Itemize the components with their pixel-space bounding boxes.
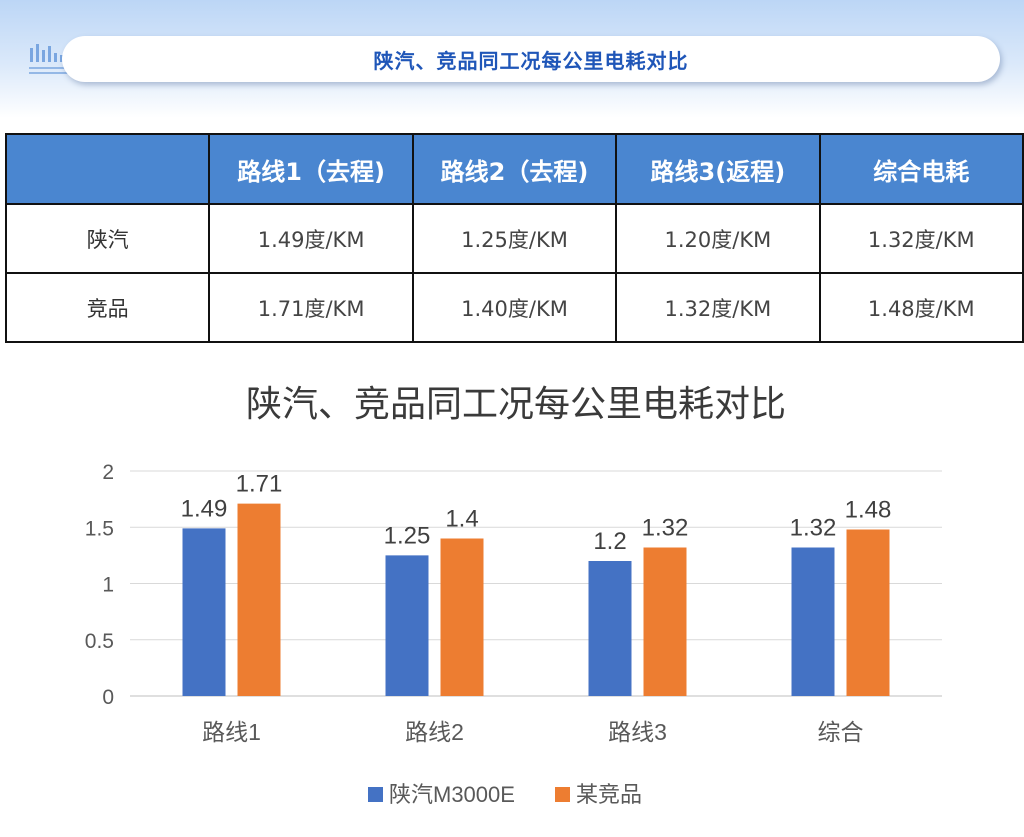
x-tick-label: 路线2 (405, 719, 464, 745)
bar (588, 561, 632, 696)
bar-chart: 陕汽、竞品同工况每公里电耗对比 0 0.5 1 1.5 2 1.49 1.71 路线1 1.25… (85, 384, 942, 807)
chart-area: 陕汽、竞品同工况每公里电耗对比 0 0.5 1 1.5 2 1.49 1.71 路线1 1.25… (0, 350, 1024, 837)
chart-title: 陕汽、竞品同工况每公里电耗对比 (246, 384, 786, 425)
legend-label: 陕汽M3000E (389, 782, 515, 807)
table-row: 竞品 1.71度/KM 1.40度/KM 1.32度/KM 1.48度/KM (4, 272, 1024, 343)
bar (440, 538, 484, 696)
table-row-label: 竞品 (4, 272, 211, 343)
y-tick-label: 0 (102, 686, 114, 709)
data-label: 1.32 (642, 515, 689, 542)
table-cell: 1.32度/KM (615, 272, 821, 343)
y-tick-label: 0.5 (85, 630, 114, 653)
table-header-combined: 综合电耗 (818, 133, 1024, 205)
legend-swatch (555, 787, 570, 802)
data-label: 1.4 (445, 506, 478, 533)
table-header-row: 路线1（去程) 路线2（去程) 路线3(返程) 综合电耗 (4, 133, 1024, 205)
table-cell: 1.40度/KM (411, 272, 618, 343)
bar (182, 528, 226, 696)
data-label: 1.48 (845, 497, 892, 524)
table-cell: 1.48度/KM (818, 272, 1024, 343)
table-header-route3: 路线3(返程) (615, 133, 821, 205)
data-label: 1.32 (790, 515, 837, 542)
table-cell: 1.71度/KM (208, 272, 414, 343)
x-tick-label: 综合 (818, 719, 864, 745)
comparison-table: 路线1（去程) 路线2（去程) 路线3(返程) 综合电耗 陕汽 1.49度/KM… (4, 133, 1024, 343)
data-label: 1.71 (236, 471, 283, 498)
page-title: 陕汽、竞品同工况每公里电耗对比 (373, 48, 689, 73)
table-header-route2: 路线2（去程) (411, 133, 618, 205)
legend-label: 某竞品 (576, 782, 642, 807)
data-label: 1.2 (593, 528, 626, 555)
table-cell: 1.49度/KM (208, 203, 414, 274)
bar (237, 503, 281, 696)
bar (846, 529, 890, 696)
y-tick-label: 1 (102, 574, 114, 597)
table-row: 陕汽 1.49度/KM 1.25度/KM 1.20度/KM 1.32度/KM (4, 203, 1024, 274)
table-header-route1: 路线1（去程) (208, 133, 414, 205)
data-label: 1.49 (181, 495, 228, 522)
table-cell: 1.20度/KM (615, 203, 821, 274)
bar (385, 555, 429, 696)
bar (791, 547, 835, 696)
y-tick-label: 2 (102, 461, 114, 484)
legend-swatch (368, 787, 383, 802)
x-tick-label: 路线3 (608, 719, 667, 745)
table-cell: 1.32度/KM (818, 203, 1024, 274)
y-tick-label: 1.5 (85, 517, 114, 540)
bar (643, 547, 687, 696)
data-label: 1.25 (384, 522, 431, 549)
x-tick-label: 路线1 (202, 719, 261, 745)
header-banner: 陕汽、竞品同工况每公里电耗对比 (62, 36, 1000, 82)
table-header-corner (4, 133, 211, 205)
table-cell: 1.25度/KM (411, 203, 618, 274)
table-row-label: 陕汽 (4, 203, 211, 274)
